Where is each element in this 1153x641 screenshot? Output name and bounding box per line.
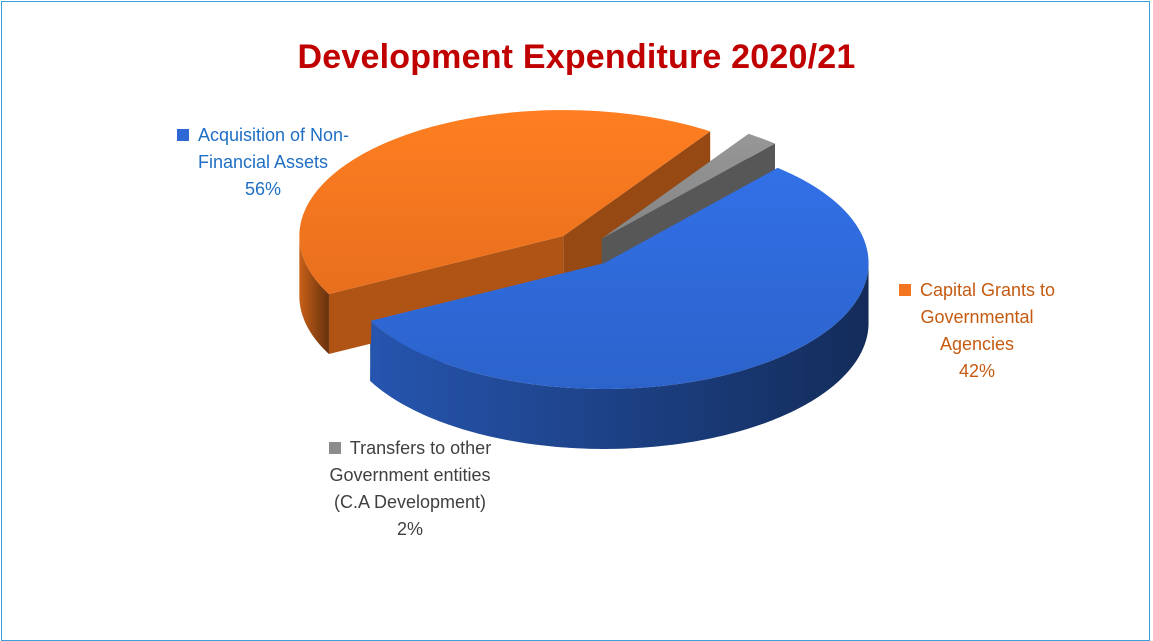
pie-slice	[601, 133, 775, 239]
slice-value-label: 2%	[396, 519, 423, 539]
legend-swatch-transfers	[328, 442, 341, 454]
slice-label-line: Financial Assets	[197, 152, 329, 172]
slice-label-line: Capital Grants to	[919, 280, 1056, 300]
slice-label-line: Agencies	[939, 334, 1015, 354]
chart-title: Development Expenditure 2020/21	[297, 38, 856, 76]
legend-swatch-capital-grants	[898, 284, 911, 296]
pie-slice	[299, 110, 711, 295]
slice-label-line: Transfers to other	[349, 438, 492, 458]
pie-slice	[370, 167, 869, 389]
slice-value-label: 42%	[958, 361, 996, 381]
slice-value-label: 56%	[244, 179, 282, 199]
slice-label-line: Governmental	[920, 307, 1034, 327]
pie-slice-wall	[299, 234, 329, 355]
pie-slice-wall	[370, 262, 869, 449]
slice-label-line: Government entities	[329, 465, 491, 485]
legend-swatch-acquisition	[176, 129, 189, 141]
slice-label-capital-grants: Capital Grants to Governmental Agencies …	[862, 277, 1092, 385]
slice-label-transfers: Transfers to other Government entities (…	[285, 435, 535, 543]
slice-label-line: Acquisition of Non-	[197, 125, 350, 145]
slice-label-line: (C.A Development)	[333, 492, 487, 512]
slice-label-acquisition: Acquisition of Non- Financial Assets 56%	[148, 122, 378, 203]
